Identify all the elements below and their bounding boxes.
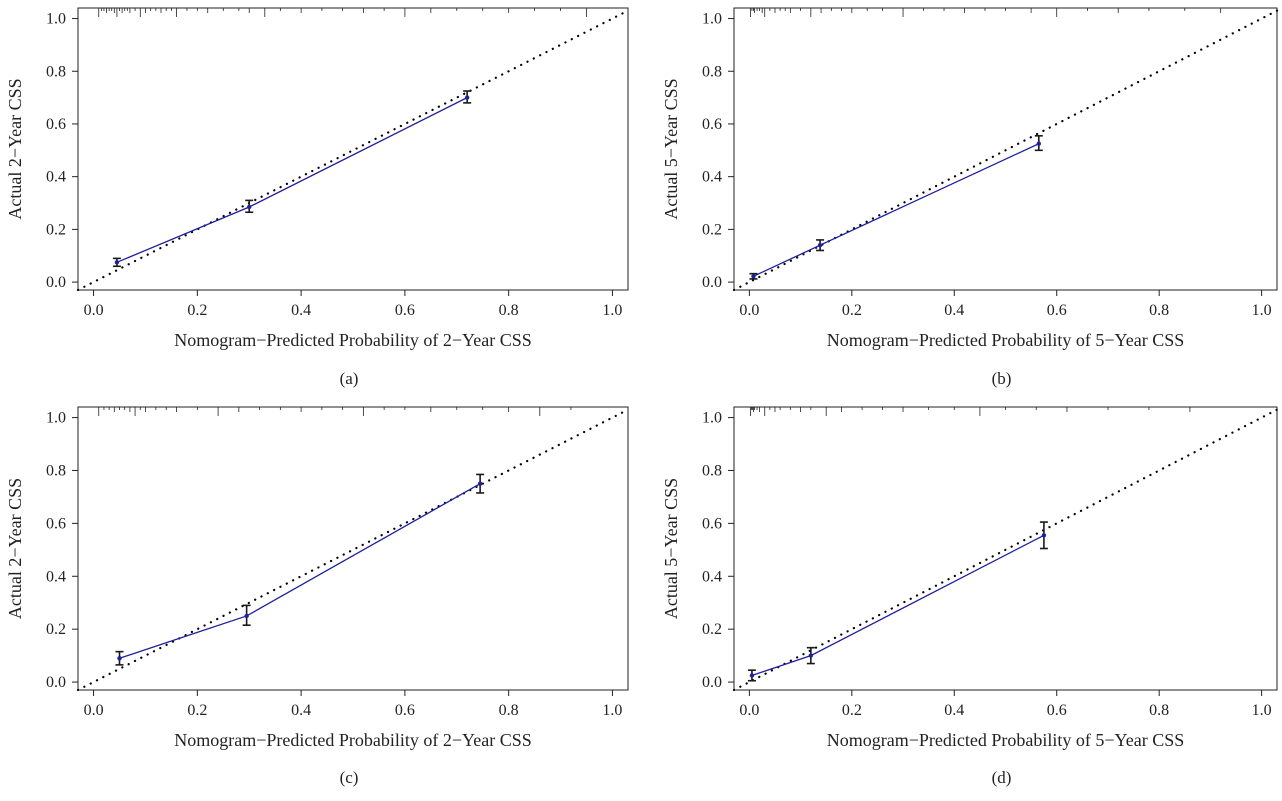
plot-frame: [77, 7, 629, 291]
y-tick-label: 0.0: [702, 674, 722, 691]
x-tick-label: 0.6: [395, 302, 415, 319]
y-tick-label: 0.6: [702, 116, 722, 133]
ideal-reference-line: [76, 9, 630, 292]
plot-frame: [77, 406, 629, 691]
calibration-line: [119, 483, 481, 659]
panel-caption: (b): [992, 369, 1012, 388]
calibration-point: [244, 613, 249, 619]
y-tick-label: 0.2: [46, 621, 66, 638]
x-axis-title: Nomogram−Predicted Probability of 2−Year…: [174, 730, 531, 750]
x-tick-label: 0.8: [499, 302, 519, 319]
y-tick-label: 0.4: [702, 169, 722, 186]
x-tick-label: 0.0: [84, 702, 104, 719]
calibration-line: [753, 143, 1040, 277]
calibration-point: [749, 673, 755, 678]
panel-caption: (c): [340, 768, 359, 787]
x-axis-title: Nomogram−Predicted Probability of 2−Year…: [174, 330, 531, 350]
x-tick-label: 0.8: [1149, 702, 1169, 719]
y-axis-title: Actual 2−Year CSS: [5, 478, 25, 619]
y-tick-label: 0.0: [46, 674, 66, 691]
calibration-point: [1041, 533, 1047, 538]
calibration-point: [247, 204, 252, 210]
calibration-point: [808, 653, 814, 658]
ideal-reference-line: [732, 408, 1279, 692]
y-tick-label: 1.0: [702, 410, 722, 427]
x-tick-label: 0.2: [187, 302, 207, 319]
calibration-point: [751, 274, 756, 279]
y-tick-label: 0.2: [46, 221, 66, 238]
x-tick-label: 0.0: [739, 702, 759, 719]
x-tick-label: 0.6: [1047, 702, 1067, 719]
panel-caption: (a): [340, 369, 359, 388]
x-tick-label: 0.2: [842, 302, 862, 319]
x-tick-label: 0.4: [291, 302, 311, 319]
y-axis-title: Actual 2−Year CSS: [5, 78, 25, 219]
calibration-point: [477, 481, 483, 486]
y-tick-label: 1.0: [702, 11, 722, 28]
y-tick-label: 1.0: [46, 410, 66, 427]
calibration-panel: 0.0 0.2 0.4 0.6 0.8 1.0 0.0 0.2 0.4 0.6 0.8 1.0 Nomo…: [661, 7, 1279, 388]
y-tick-label: 0.8: [702, 63, 722, 80]
calibration-panel: 0.0 0.2 0.4 0.6 0.8 1.0 0.0 0.2 0.4 0.6 0.8 1.0 Nomo…: [661, 406, 1279, 787]
x-tick-label: 0.8: [499, 702, 519, 719]
y-tick-label: 0.2: [702, 621, 722, 638]
x-tick-label: 0.2: [187, 702, 207, 719]
x-tick-label: 0.4: [291, 702, 311, 719]
y-tick-label: 0.2: [702, 221, 722, 238]
y-tick-label: 0.4: [46, 568, 66, 585]
x-tick-label: 0.4: [944, 302, 964, 319]
x-tick-label: 0.2: [842, 702, 862, 719]
y-tick-label: 0.6: [46, 116, 66, 133]
y-axis-title: Actual 5−Year CSS: [661, 78, 681, 219]
panel-caption: (d): [992, 768, 1012, 787]
y-tick-label: 0.6: [702, 515, 722, 532]
y-tick-label: 0.6: [46, 515, 66, 532]
y-tick-label: 0.8: [46, 462, 66, 479]
calibration-panel: 0.0 0.2 0.4 0.6 0.8 1.0 0.0 0.2 0.4 0.6 0.8 1.0 Nomo…: [5, 406, 630, 787]
x-tick-label: 1.0: [602, 302, 622, 319]
y-axis-title: Actual 5−Year CSS: [661, 478, 681, 619]
x-tick-label: 0.0: [739, 302, 759, 319]
ideal-reference-line: [76, 408, 630, 692]
calibration-line: [116, 97, 468, 263]
x-tick-label: 0.8: [1149, 302, 1169, 319]
calibration-point: [114, 260, 120, 265]
x-axis-title: Nomogram−Predicted Probability of 5−Year…: [827, 730, 1184, 750]
ideal-reference-line: [732, 9, 1279, 292]
x-tick-label: 1.0: [1252, 302, 1272, 319]
x-tick-label: 0.6: [1047, 302, 1067, 319]
calibration-panel: 0.0 0.2 0.4 0.6 0.8 1.0 0.0 0.2 0.4 0.6 0.8 1.0 Nomo…: [5, 7, 630, 388]
calibration-point: [1036, 141, 1041, 146]
y-tick-label: 1.0: [46, 11, 66, 28]
calibration-point: [464, 95, 470, 100]
x-tick-label: 1.0: [602, 702, 622, 719]
x-tick-label: 0.0: [84, 302, 104, 319]
x-tick-label: 1.0: [1252, 702, 1272, 719]
calibration-point: [817, 242, 823, 248]
x-axis-title: Nomogram−Predicted Probability of 5−Year…: [827, 330, 1184, 350]
x-tick-label: 0.6: [395, 702, 415, 719]
y-tick-label: 0.0: [46, 274, 66, 291]
y-tick-label: 0.0: [702, 274, 722, 291]
y-tick-label: 0.4: [702, 568, 722, 585]
y-tick-label: 0.8: [46, 63, 66, 80]
x-tick-label: 0.4: [944, 702, 964, 719]
y-tick-label: 0.8: [702, 462, 722, 479]
y-tick-label: 0.4: [46, 169, 66, 186]
calibration-point: [117, 656, 122, 661]
